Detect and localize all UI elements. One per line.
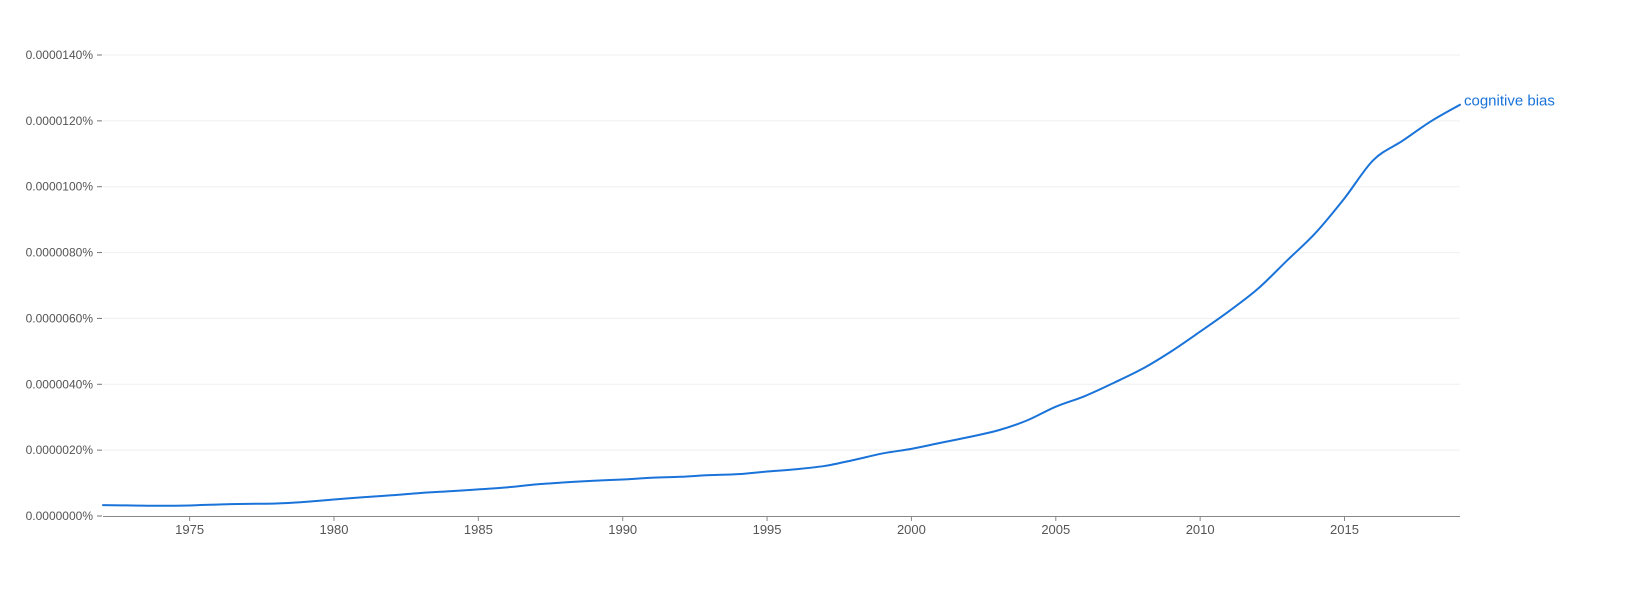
axes: 0.0000000% 0.0000020% 0.0000040% 0.0000060%… <box>26 48 1460 537</box>
series-labels: cognitive bias <box>1464 93 1555 110</box>
x-tick-label: 1990 <box>608 522 637 537</box>
x-tick-label: 2000 <box>897 522 926 537</box>
y-tick-label: 0.0000080% <box>26 246 94 260</box>
x-tick-label: 1985 <box>464 522 493 537</box>
x-tick-label: 2015 <box>1330 522 1359 537</box>
y-tick-label: 0.0000040% <box>26 377 94 391</box>
y-tick-label: 0.0000060% <box>26 311 94 325</box>
x-tick-label: 2005 <box>1041 522 1070 537</box>
x-tick-label: 2010 <box>1186 522 1215 537</box>
y-tick-label: 0.0000020% <box>26 443 94 457</box>
y-tick-label: 0.0000000% <box>26 509 94 523</box>
x-tick-label: 1975 <box>175 522 204 537</box>
series-lines <box>102 103 1461 507</box>
y-tick-label: 0.0000100% <box>26 180 94 194</box>
x-tick-label: 1980 <box>320 522 349 537</box>
gridlines <box>103 54 1460 451</box>
series-line-cognitive-bias[interactable] <box>102 103 1461 507</box>
x-tick-label: 1995 <box>753 522 782 537</box>
series-label[interactable]: cognitive bias <box>1464 93 1555 110</box>
y-tick-label: 0.0000140% <box>26 48 94 62</box>
y-tick-label: 0.0000120% <box>26 114 94 128</box>
